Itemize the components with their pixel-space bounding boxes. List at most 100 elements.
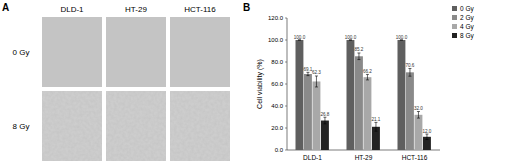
error-stem (358, 53, 359, 60)
micrograph (42, 91, 102, 161)
legend-label: 4 Gy (460, 23, 474, 31)
error-stem (367, 74, 368, 80)
y-tick-label: 80.0 (271, 59, 283, 65)
error-cap (400, 40, 403, 41)
micrograph (106, 91, 166, 161)
data-label: 100.0 (294, 35, 306, 40)
micrograph (170, 91, 230, 161)
micrograph (170, 17, 230, 87)
error-cap (306, 75, 309, 76)
y-axis (287, 18, 288, 150)
error-stem (418, 112, 419, 119)
error-cap (425, 134, 428, 135)
error-stem (316, 76, 317, 87)
data-label: 66.2 (363, 69, 372, 74)
column-label: DLD-1 (60, 5, 84, 14)
y-tick-label: 0.0 (275, 147, 284, 153)
error-bar (357, 53, 360, 60)
panel-label: A (2, 2, 9, 13)
micrograph-texture (106, 91, 166, 161)
legend-label: 2 Gy (460, 14, 474, 22)
column-label: HT-29 (125, 5, 147, 14)
error-cap (349, 40, 352, 41)
error-stem (409, 68, 410, 76)
error-cap (357, 59, 360, 60)
x-tick-label: DLD-1 (303, 154, 322, 161)
error-cap (366, 79, 369, 80)
error-cap (425, 139, 428, 140)
error-cap (315, 86, 318, 87)
y-tick-label: 40.0 (271, 103, 283, 109)
y-axis-title: Cell viability (%) (256, 59, 264, 109)
error-cap (408, 68, 411, 69)
labels: 100.069.162.326.8100.085.266.221.1100.07… (294, 35, 432, 134)
error-stem (426, 134, 427, 140)
bars (296, 40, 431, 150)
row-label: 0 Gy (13, 48, 30, 57)
error-bar (349, 40, 352, 41)
micrograph-texture (106, 17, 166, 87)
error-cap (366, 74, 369, 75)
error-cap (323, 117, 326, 118)
legend-label: 0 Gy (460, 5, 474, 13)
error-cap (298, 40, 301, 41)
error-cap (323, 123, 326, 124)
data-label: 26.8 (320, 112, 329, 117)
x-tick-label: HT-29 (355, 154, 373, 161)
bar (321, 121, 329, 150)
error-bar (425, 134, 428, 140)
error-cap (349, 40, 352, 41)
error-cap (357, 52, 360, 53)
figure: A DLD-1 HT-29 HCT-116 0 Gy 8 Gy B Cell viabilit… (0, 0, 506, 168)
bar (406, 72, 414, 150)
data-label: 21.1 (371, 117, 380, 122)
error-cap (306, 72, 309, 73)
data-label: 100.0 (345, 35, 357, 40)
micrograph (106, 17, 166, 87)
error-bar (315, 76, 318, 87)
error-cap (374, 122, 377, 123)
error-bar (298, 40, 301, 41)
error-bar (400, 40, 403, 41)
error-cap (298, 40, 301, 41)
micrograph-texture (170, 17, 230, 87)
bar (304, 74, 312, 150)
error-cap (417, 111, 420, 112)
panel-label: B (243, 2, 250, 13)
bar (415, 115, 423, 150)
legend-swatch (452, 24, 457, 29)
y-tick-label: 60.0 (271, 81, 283, 87)
data-label: 32.0 (414, 106, 423, 111)
error-stem (324, 117, 325, 124)
data-label: 70.6 (405, 63, 414, 68)
bar (398, 40, 406, 150)
column-label: HCT-116 (184, 5, 216, 14)
error-bar (417, 112, 420, 119)
x-tick-label: HCT-116 (402, 154, 428, 161)
legend-label: 8 Gy (460, 32, 474, 40)
data-label: 12.0 (422, 129, 431, 134)
micrograph-texture (42, 17, 102, 87)
data-label: 62.3 (312, 70, 321, 75)
error-stem (375, 122, 376, 131)
micrograph (42, 17, 102, 87)
data-label: 85.2 (354, 47, 363, 52)
y-tick-label: 100.0 (268, 37, 284, 43)
error-cap (374, 131, 377, 132)
error-bar (323, 117, 326, 124)
legend-swatch (452, 15, 457, 20)
error-cap (417, 118, 420, 119)
legend-swatch (452, 6, 457, 11)
error-bar (408, 68, 411, 76)
micrograph-texture (42, 91, 102, 161)
data-label: 100.0 (396, 35, 408, 40)
bar (355, 56, 363, 150)
error-bar (366, 74, 369, 80)
error-bar (306, 72, 309, 75)
y-tick-label: 20.0 (271, 125, 283, 131)
error-stem (307, 72, 308, 75)
legend-swatch (452, 33, 457, 38)
error-cap (400, 40, 403, 41)
bar (296, 40, 304, 150)
error-cap (315, 75, 318, 76)
